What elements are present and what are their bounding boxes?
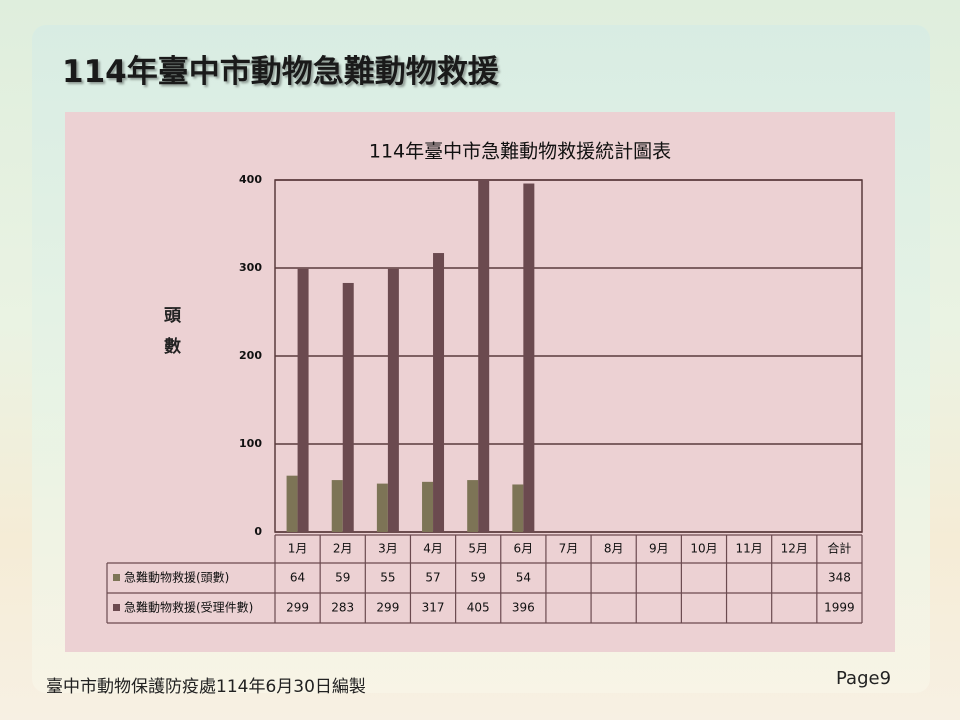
y-tick-label: 300: [239, 261, 262, 274]
table-value: 317: [422, 601, 445, 615]
table-value: 55: [380, 571, 395, 585]
legend-swatch: [113, 574, 120, 581]
x-tick-label: 5月: [468, 542, 488, 556]
x-tick-label: 1月: [288, 542, 308, 556]
bar: [422, 481, 434, 532]
y-tick-label: 200: [239, 349, 262, 362]
bar: [387, 268, 399, 532]
table-value: 299: [376, 601, 399, 615]
bar: [512, 484, 524, 532]
table-total: 1999: [824, 601, 855, 615]
bar: [342, 282, 354, 532]
bar: [331, 480, 343, 532]
bar: [433, 253, 445, 532]
x-tick-label: 9月: [649, 542, 669, 556]
chart-title: 114年臺中市急難動物救援統計圖表: [369, 141, 671, 163]
x-tick-label: 6月: [514, 542, 534, 556]
x-tick-label: 7月: [559, 542, 579, 556]
y-tick-label: 0: [254, 525, 262, 538]
legend-label: 急難動物救援(頭數): [124, 570, 229, 585]
x-tick-label: 8月: [604, 542, 624, 556]
table-value: 396: [512, 601, 535, 615]
footer: 臺中市動物保護防疫處114年6月30日編製: [46, 677, 366, 697]
x-tick-label: 11月: [735, 542, 762, 556]
table-value: 59: [471, 571, 486, 585]
page-number: Page9: [836, 668, 892, 689]
x-tick-label: 4月: [423, 542, 443, 556]
y-tick-label: 400: [239, 173, 262, 186]
y-tick-label: 100: [239, 437, 262, 450]
bar: [376, 483, 388, 532]
x-tick-label: 3月: [378, 542, 398, 556]
table-value: 59: [335, 571, 350, 585]
x-tick-label: 12月: [781, 542, 808, 556]
bar: [478, 180, 490, 532]
table-value: 283: [331, 601, 354, 615]
table-value: 64: [290, 571, 305, 585]
legend-label: 急難動物救援(受理件數): [124, 600, 253, 615]
bar: [297, 268, 309, 532]
x-tick-label: 2月: [333, 542, 353, 556]
page-title: 114年臺中市動物急難動物救援: [62, 54, 499, 90]
table-value: 299: [286, 601, 309, 615]
table-value: 54: [516, 571, 531, 585]
table-total: 348: [828, 571, 851, 585]
plot-area: [286, 180, 535, 532]
table-value: 405: [467, 601, 490, 615]
bar: [467, 480, 479, 532]
legend-swatch: [113, 604, 120, 611]
bar: [286, 475, 298, 532]
y-axis-label: 頭數: [160, 306, 180, 368]
bar: [523, 183, 535, 532]
plot-frame: [274, 179, 863, 533]
x-tick-label: 10月: [690, 542, 717, 556]
table-value: 57: [425, 571, 440, 585]
table-header: 合計: [827, 541, 851, 556]
